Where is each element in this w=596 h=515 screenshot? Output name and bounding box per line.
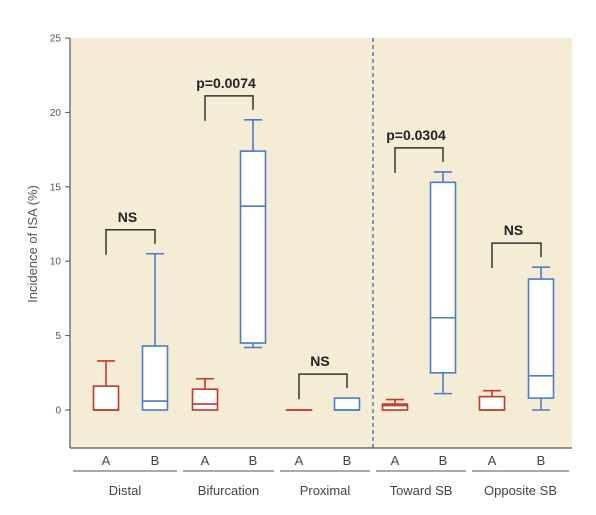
group-label: Bifurcation <box>198 483 259 498</box>
box-iqr <box>92 385 120 411</box>
series-label: A <box>391 453 400 468</box>
significance-label: NS <box>504 222 523 238</box>
group-label: Opposite SB <box>484 483 557 498</box>
box-bifurcation-a <box>191 377 219 411</box>
bracket-opposite-sb: NS <box>491 222 542 269</box>
box-iqr <box>478 395 506 411</box>
box-iqr <box>191 388 219 411</box>
y-axis: 0 5 10 15 20 25 <box>50 34 71 448</box>
bracket-line <box>204 95 254 121</box>
box-bifurcation-b <box>239 119 267 349</box>
significance-label: p=0.0304 <box>386 127 446 143</box>
series-label: B <box>343 453 352 468</box>
y-axis-title: Incidence of ISA (%) <box>25 185 40 303</box>
bracket-line <box>491 242 542 269</box>
series-label: A <box>295 453 304 468</box>
bracket-line <box>394 147 444 173</box>
significance-brackets: NS p=0.0074 NS p=0.0304 NS <box>105 75 542 400</box>
bracket-toward-sb: p=0.0304 <box>386 127 446 173</box>
bracket-line <box>105 229 156 255</box>
significance-label: p=0.0074 <box>196 75 256 91</box>
bracket-proximal: NS <box>298 353 348 400</box>
box-toward-sb-a <box>381 398 409 411</box>
series-label: B <box>151 453 160 468</box>
series-label: A <box>201 453 210 468</box>
y-tick-label: 10 <box>50 257 62 268</box>
box-distal-b <box>141 252 169 411</box>
series-label: A <box>102 453 111 468</box>
box-proximal-b <box>333 397 361 411</box>
bracket-distal: NS <box>105 209 156 255</box>
y-tick-label: 0 <box>55 406 61 417</box>
y-tick-label: 20 <box>50 108 62 119</box>
box-opposite-sb-a <box>478 389 506 411</box>
series-label: B <box>249 453 258 468</box>
box-series <box>92 38 555 448</box>
series-label: A <box>488 453 497 468</box>
series-label: B <box>537 453 546 468</box>
y-tick-label: 5 <box>55 331 61 342</box>
box-opposite-sb-b <box>527 266 555 411</box>
box-iqr <box>429 181 457 374</box>
box-iqr <box>381 403 409 411</box>
x-axis: A B Distal A B Bifurcation A B Proximal A B Toward … <box>70 447 572 498</box>
series-label: B <box>439 453 448 468</box>
box-iqr <box>239 150 267 344</box>
box-iqr <box>527 278 555 399</box>
group-label: Proximal <box>300 483 351 498</box>
y-tick-label: 25 <box>50 34 62 45</box>
group-label: Distal <box>109 483 142 498</box>
significance-label: NS <box>118 209 137 225</box>
bracket-bifurcation: p=0.0074 <box>196 75 256 121</box>
box-iqr <box>333 397 361 411</box>
group-label: Toward SB <box>390 483 453 498</box>
significance-label: NS <box>310 353 329 369</box>
bracket-line <box>298 373 348 400</box>
box-iqr <box>141 345 169 411</box>
box-distal-a <box>92 360 120 411</box>
box-toward-sb-b <box>429 171 457 395</box>
y-tick-label: 15 <box>50 182 62 193</box>
